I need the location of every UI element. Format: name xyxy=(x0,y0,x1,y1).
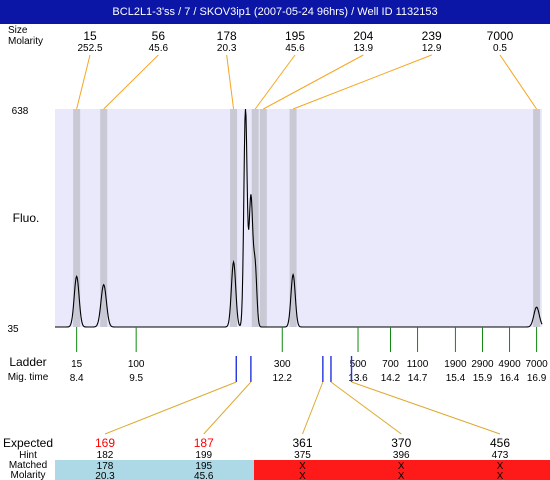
peak-band xyxy=(259,109,267,327)
plot-area xyxy=(55,109,542,327)
peak-connector xyxy=(103,54,159,110)
y-min-tick-label: 35 xyxy=(7,324,19,335)
peak-connector xyxy=(292,54,432,110)
ladder-size-label: 1100 xyxy=(407,359,429,370)
peak-size-label: 239 xyxy=(422,29,442,43)
ladder-size-label: 2900 xyxy=(471,359,494,370)
expected-matched-label: X xyxy=(299,461,306,472)
peak-band xyxy=(533,109,541,327)
peak-molarity-label: 13.9 xyxy=(354,43,374,54)
expected-size-label: 187 xyxy=(194,436,214,450)
expected-size-label: 456 xyxy=(490,436,510,450)
expected-matched-label: 195 xyxy=(195,461,212,472)
ladder-time-label: 15.4 xyxy=(446,373,466,384)
hint-label: Hint xyxy=(19,450,37,461)
ladder-size-label: 15 xyxy=(71,359,83,370)
ladder-size-label: 7000 xyxy=(525,359,548,370)
peak-band xyxy=(251,109,259,327)
expected-hint-label: 199 xyxy=(195,450,212,461)
expected-matched-label: 178 xyxy=(97,461,114,472)
size-header: Size xyxy=(8,25,28,36)
expected-connector xyxy=(330,381,402,435)
peak-connector xyxy=(263,54,364,110)
expected-matched-label: X xyxy=(497,461,504,472)
chart-title: BCL2L1-3'ss / 7 / SKOV3ip1 (2007-05-24 9… xyxy=(0,0,550,24)
expected-hint-label: 182 xyxy=(97,450,114,461)
expected-size-label: 361 xyxy=(292,436,312,450)
ladder-size-label: 700 xyxy=(382,359,399,370)
mig-time-label: Mig. time xyxy=(8,372,49,383)
ladder-size-label: 4900 xyxy=(498,359,521,370)
peak-connector xyxy=(499,54,538,110)
expected-hint-label: 396 xyxy=(393,450,410,461)
peak-size-label: 204 xyxy=(353,29,373,43)
peak-band xyxy=(289,109,297,327)
ladder-size-label: 1900 xyxy=(444,359,467,370)
y-axis-label: Fluo. xyxy=(13,211,40,225)
ladder-time-label: 16.4 xyxy=(500,373,520,384)
expected-connector xyxy=(302,381,324,435)
ladder-time-label: 16.9 xyxy=(527,373,547,384)
peak-size-label: 15 xyxy=(83,29,97,43)
expected-size-label: 370 xyxy=(391,436,411,450)
expected-molarity-value: X xyxy=(299,471,306,480)
matched-label: Matched xyxy=(9,460,47,471)
expected-molarity-value: 45.6 xyxy=(194,471,214,480)
expected-label: Expected xyxy=(3,436,53,450)
ladder-time-label: 12.2 xyxy=(273,373,293,384)
ladder-size-label: 100 xyxy=(128,359,145,370)
expected-matched-label: X xyxy=(398,461,405,472)
molarity-header: Molarity xyxy=(8,36,43,47)
peak-molarity-label: 45.6 xyxy=(285,43,305,54)
matched-ok-band xyxy=(55,460,254,480)
peak-size-label: 178 xyxy=(217,29,237,43)
expected-molarity-label: Molarity xyxy=(10,470,45,480)
ladder-label: Ladder xyxy=(9,355,46,369)
ladder-time-label: 14.7 xyxy=(408,373,428,384)
peak-molarity-label: 12.9 xyxy=(422,43,442,54)
peak-band xyxy=(73,109,81,327)
expected-molarity-value: 20.3 xyxy=(95,471,115,480)
ladder-time-label: 8.4 xyxy=(70,373,84,384)
peak-size-label: 7000 xyxy=(487,29,514,43)
peak-size-label: 195 xyxy=(285,29,305,43)
ladder-time-label: 13.6 xyxy=(348,373,368,384)
matched-fail-band xyxy=(254,460,550,480)
peak-molarity-label: 45.6 xyxy=(149,43,169,54)
expected-size-label: 169 xyxy=(95,436,115,450)
peak-molarity-label: 20.3 xyxy=(217,43,237,54)
ladder-size-label: 500 xyxy=(350,359,367,370)
peak-molarity-label: 0.5 xyxy=(493,43,507,54)
ladder-time-label: 14.2 xyxy=(381,373,401,384)
peak-connector xyxy=(226,54,235,110)
peak-size-label: 56 xyxy=(152,29,166,43)
expected-molarity-value: X xyxy=(497,471,504,480)
peak-connector xyxy=(254,54,296,110)
expected-hint-label: 375 xyxy=(294,450,311,461)
ladder-time-label: 15.9 xyxy=(473,373,493,384)
peak-molarity-label: 252.5 xyxy=(77,43,102,54)
expected-connector xyxy=(351,381,501,435)
expected-molarity-value: X xyxy=(398,471,405,480)
expected-connector xyxy=(203,381,252,435)
peak-connector xyxy=(76,54,91,110)
ladder-size-label: 300 xyxy=(274,359,291,370)
expected-hint-label: 473 xyxy=(492,450,509,461)
expected-connector xyxy=(104,381,237,435)
ladder-time-label: 9.5 xyxy=(129,373,143,384)
peak-band xyxy=(230,109,238,327)
y-max-tick-label: 638 xyxy=(12,106,29,117)
peak-band xyxy=(100,109,108,327)
